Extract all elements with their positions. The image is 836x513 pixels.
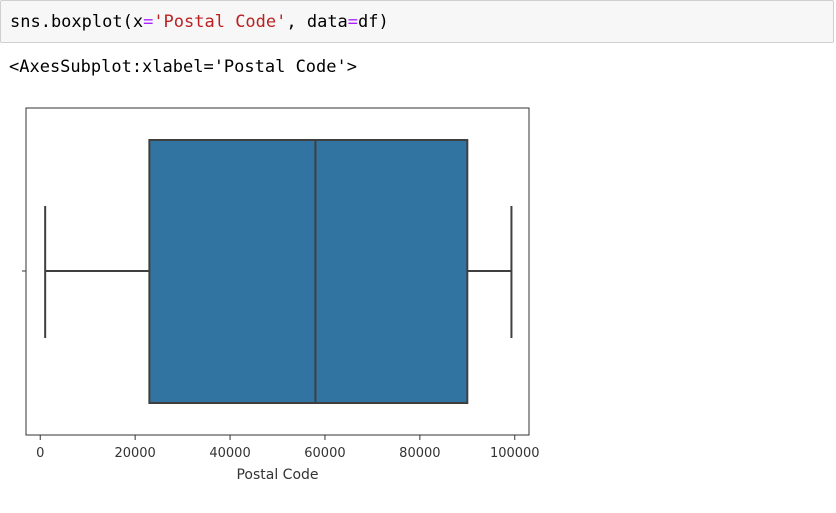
x-tick-label: 100000 — [490, 446, 540, 461]
code-cell[interactable]: sns.boxplot(x='Postal Code', data=df) — [0, 0, 834, 43]
code-input[interactable]: sns.boxplot(x='Postal Code', data=df) — [10, 11, 389, 33]
code-operator: = — [347, 12, 359, 32]
x-tick-label: 0 — [36, 446, 44, 461]
cell-output-repr: <AxesSubplot:xlabel='Postal Code'> — [9, 57, 357, 77]
boxplot-chart: 0 20000 40000 60000 80000 100000 Postal Code — [22, 107, 540, 483]
code-string-arg: 'Postal Code' — [153, 12, 287, 32]
iqr-box — [148, 139, 469, 404]
boxplot-figure: 0 20000 40000 60000 80000 100000 Postal Code — [0, 95, 560, 505]
code-tail: df) — [358, 12, 389, 32]
code-separator: , data — [286, 12, 348, 32]
code-operator: = — [143, 12, 154, 32]
x-tick-label: 80000 — [399, 446, 440, 461]
x-tick-label: 60000 — [304, 446, 345, 461]
code-fn: sns.boxplot(x — [10, 12, 144, 32]
x-axis-label: Postal Code — [236, 467, 318, 483]
x-tick-label: 40000 — [209, 446, 250, 461]
x-tick-label: 20000 — [114, 446, 155, 461]
